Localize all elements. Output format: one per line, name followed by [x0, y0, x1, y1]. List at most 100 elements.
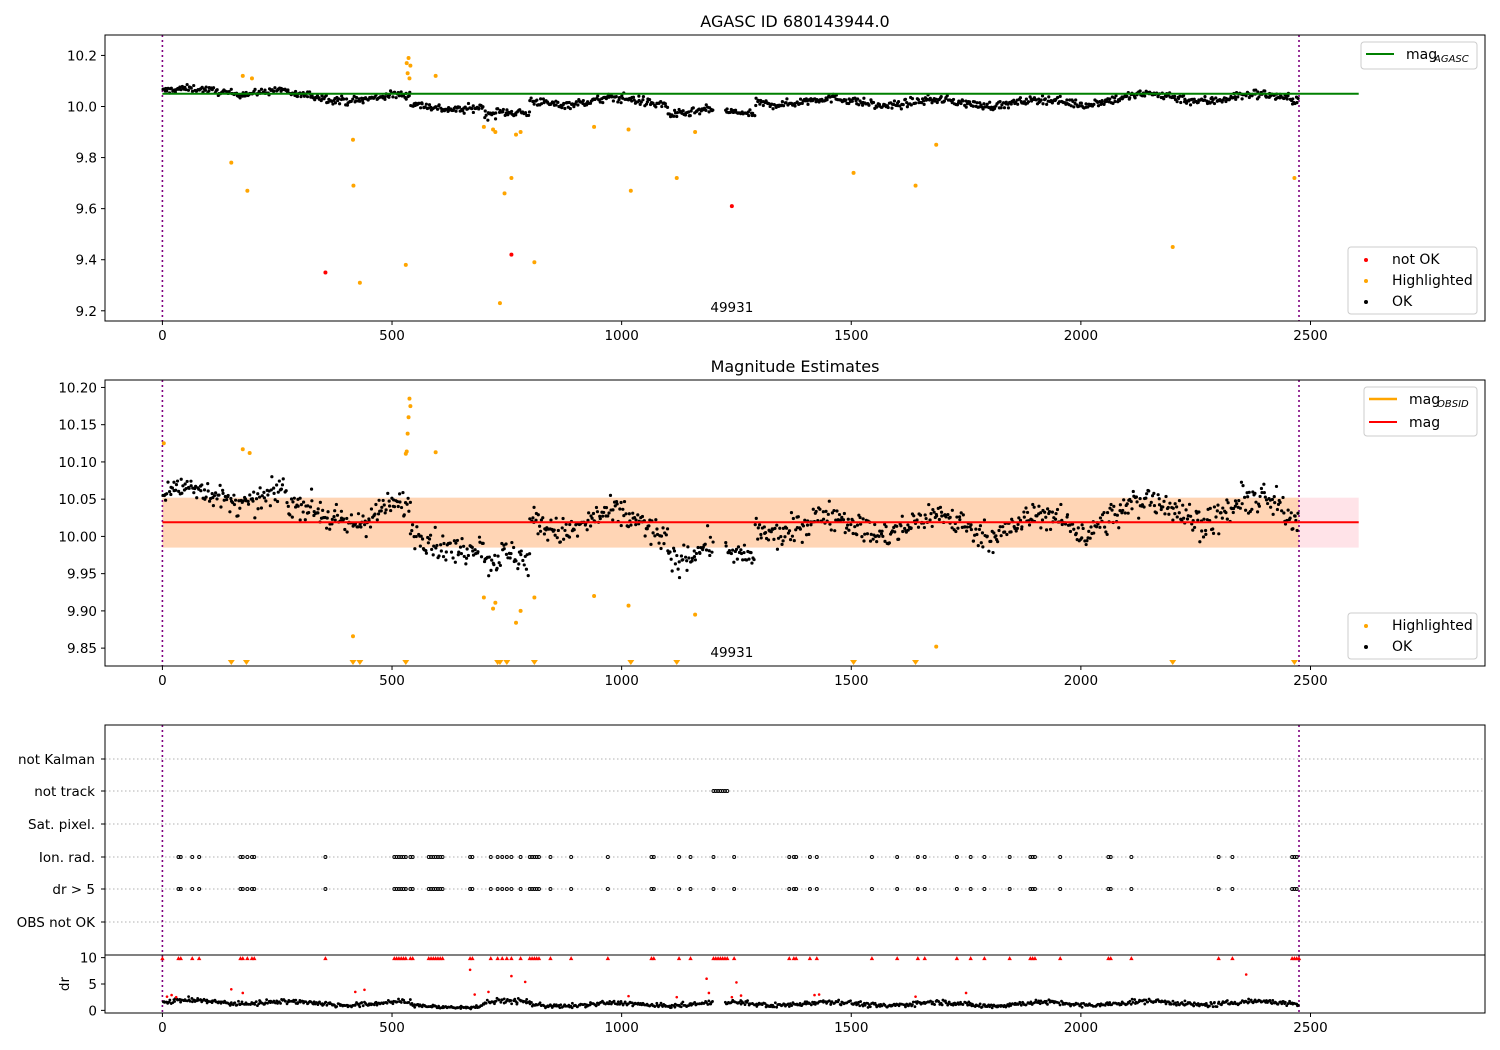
ok-point — [928, 518, 932, 522]
dr-clipped-marker — [814, 956, 820, 961]
ok-point — [992, 106, 997, 111]
legend-label-not-ok: not OK — [1392, 252, 1440, 268]
highlighted-point — [433, 450, 438, 455]
flag-point — [495, 855, 500, 859]
x-tick-label: 0 — [158, 1020, 167, 1036]
dr-outlier-point — [473, 993, 476, 996]
ok-point — [286, 88, 290, 92]
ok-point — [199, 489, 203, 493]
ok-point — [1037, 504, 1041, 508]
ok-point — [969, 523, 973, 527]
flag-point — [677, 887, 681, 891]
ok-point — [1053, 517, 1058, 521]
legend-sub-obsid: OBSID — [1437, 399, 1469, 410]
ok-point — [611, 99, 615, 103]
ok-point — [987, 549, 991, 553]
ok-point — [1002, 106, 1007, 110]
ok-point — [553, 533, 557, 537]
ok-point — [524, 567, 529, 571]
ok-point — [232, 493, 236, 497]
ok-point — [851, 531, 855, 536]
data-point — [493, 130, 498, 135]
ok-point — [272, 999, 276, 1003]
ok-point — [343, 527, 347, 532]
flag-point — [197, 855, 202, 859]
ok-point — [496, 107, 500, 111]
flag-point — [1106, 887, 1111, 891]
ok-point — [493, 1002, 496, 1006]
ok-point — [863, 532, 867, 536]
flag-point — [1108, 887, 1113, 891]
flag-point — [394, 887, 399, 891]
ok-point — [1131, 489, 1135, 494]
ok-point — [587, 511, 591, 515]
dr-outlier-point — [705, 977, 708, 981]
ok-point — [594, 1004, 598, 1008]
ok-point — [392, 505, 397, 509]
flag-point — [530, 887, 535, 891]
ok-point — [703, 542, 707, 546]
ok-point — [473, 548, 477, 552]
ok-point — [376, 512, 381, 516]
ok-point — [1129, 499, 1133, 504]
ok-point — [928, 96, 932, 100]
ok-point — [655, 1001, 659, 1005]
flag-point — [1007, 887, 1012, 891]
dr-clipped-marker — [807, 956, 813, 961]
ok-point — [379, 509, 383, 513]
ok-point — [785, 97, 789, 101]
ok-point — [495, 566, 499, 570]
ok-point — [382, 503, 386, 507]
ok-point — [982, 102, 986, 106]
ok-point — [639, 100, 643, 104]
flag-point — [1230, 855, 1235, 859]
ok-point — [798, 97, 803, 101]
ok-point — [734, 547, 739, 551]
ok-point — [971, 539, 976, 543]
ok-point — [448, 541, 452, 545]
ok-point — [510, 540, 514, 545]
data-point — [406, 55, 411, 60]
ok-point — [413, 1005, 417, 1009]
ok-point — [629, 523, 633, 527]
ok-point — [1163, 512, 1167, 516]
ok-point — [1272, 494, 1276, 499]
ok-point — [471, 110, 475, 115]
ok-point — [1208, 506, 1212, 510]
flag-point — [408, 855, 413, 859]
ok-point — [466, 101, 471, 106]
ok-point — [384, 508, 388, 512]
ok-point — [619, 523, 623, 528]
ok-point — [1071, 99, 1075, 103]
ok-point — [509, 109, 514, 114]
ok-point — [529, 96, 533, 100]
ok-point — [299, 95, 303, 99]
ok-point — [704, 103, 708, 107]
flag-point — [807, 887, 812, 891]
ok-point — [670, 569, 674, 573]
ok-point — [686, 545, 690, 549]
flag-point — [548, 887, 553, 891]
ok-point — [522, 563, 526, 567]
ok-point — [611, 518, 615, 522]
flag-point — [429, 855, 434, 859]
ok-point — [567, 535, 572, 539]
ok-point — [724, 540, 728, 545]
highlighted-point — [408, 404, 413, 409]
ok-point — [181, 484, 185, 488]
ok-point — [180, 491, 184, 495]
ok-point — [842, 511, 846, 516]
ok-point — [1162, 97, 1166, 101]
ok-point — [747, 113, 751, 118]
dr-clipped-marker — [1296, 956, 1302, 961]
ok-point — [809, 1003, 813, 1007]
ok-point — [729, 551, 734, 556]
ok-point — [1111, 101, 1115, 106]
ok-point — [800, 101, 804, 106]
ok-point — [1216, 503, 1220, 507]
data-point — [514, 132, 519, 137]
ok-point — [1186, 514, 1190, 518]
ok-point — [1204, 532, 1208, 536]
data-point — [240, 73, 245, 78]
